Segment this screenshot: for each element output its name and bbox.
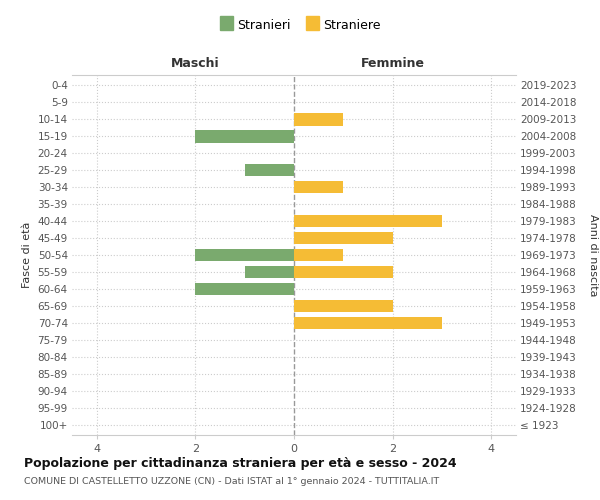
- Bar: [245, 164, 294, 176]
- Legend: Stranieri, Straniere: Stranieri, Straniere: [215, 14, 386, 37]
- Bar: [196, 248, 294, 262]
- Bar: [294, 232, 392, 244]
- Bar: [196, 282, 294, 296]
- Bar: [294, 300, 392, 312]
- Text: Femmine: Femmine: [361, 57, 425, 70]
- Bar: [196, 130, 294, 142]
- Y-axis label: Anni di nascita: Anni di nascita: [588, 214, 598, 296]
- Bar: [294, 266, 392, 278]
- Y-axis label: Fasce di età: Fasce di età: [22, 222, 32, 288]
- Bar: [294, 248, 343, 262]
- Bar: [245, 266, 294, 278]
- Text: Maschi: Maschi: [171, 57, 220, 70]
- Bar: [294, 316, 442, 330]
- Bar: [294, 214, 442, 228]
- Bar: [294, 113, 343, 126]
- Text: Popolazione per cittadinanza straniera per età e sesso - 2024: Popolazione per cittadinanza straniera p…: [24, 458, 457, 470]
- Bar: [294, 180, 343, 194]
- Text: COMUNE DI CASTELLETTO UZZONE (CN) - Dati ISTAT al 1° gennaio 2024 - TUTTITALIA.I: COMUNE DI CASTELLETTO UZZONE (CN) - Dati…: [24, 478, 439, 486]
